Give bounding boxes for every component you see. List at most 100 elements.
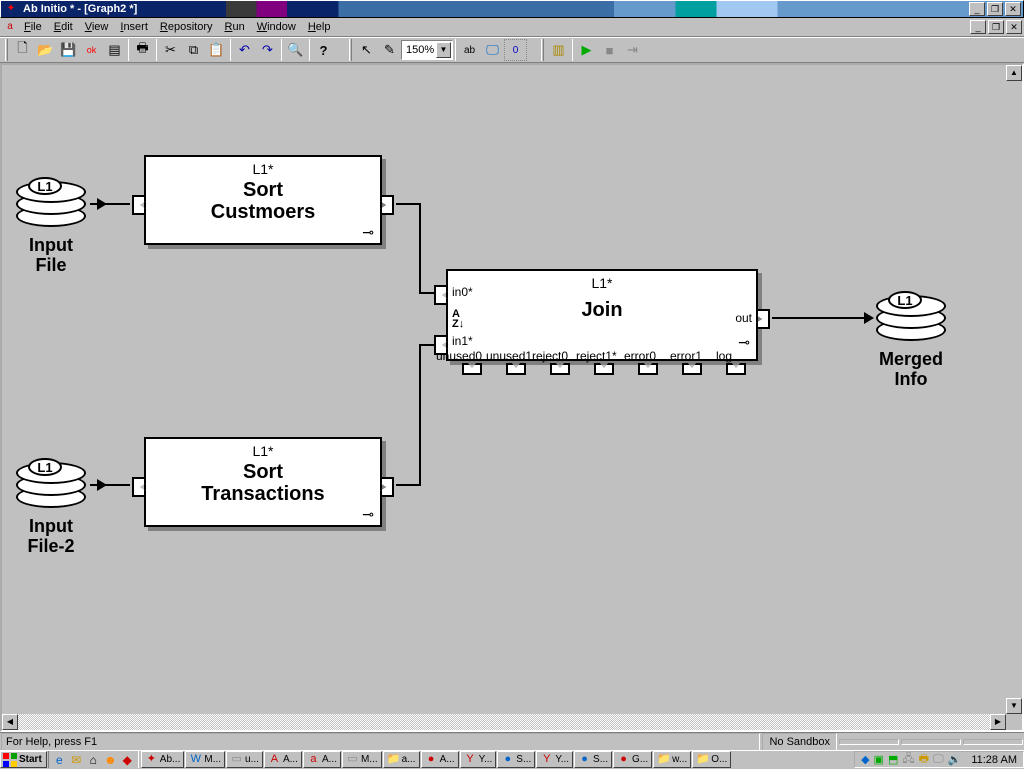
tb-check[interactable]: ok (80, 39, 103, 61)
scroll-down-button[interactable]: ▼ (1006, 698, 1022, 714)
ql-app-icon[interactable]: ☻ (102, 752, 119, 768)
port-label-in1: in1* (452, 334, 473, 348)
tb-help[interactable]: ? (312, 39, 335, 61)
task-button[interactable]: 📁O... (692, 751, 731, 768)
tb-cut[interactable]: ✂ (159, 39, 182, 61)
task-button[interactable]: 📁w... (653, 751, 691, 768)
mdi-icon: a (2, 19, 18, 35)
scroll-left-button[interactable]: ◀ (2, 714, 18, 730)
graph-canvas[interactable]: L1 Input File L1 Input File-2 (2, 65, 1006, 714)
task-button[interactable]: ▭u... (226, 751, 263, 768)
start-button[interactable]: Start (0, 751, 47, 768)
menu-run[interactable]: Run (219, 19, 251, 35)
maximize-button[interactable]: ❐ (987, 2, 1003, 16)
task-button[interactable]: ●S... (574, 751, 612, 768)
tb-print[interactable]: 🖶 (131, 39, 154, 61)
task-button[interactable]: 📁a... (383, 751, 420, 768)
tray-icon[interactable]: ⬒ (888, 753, 898, 766)
toolbar-grip[interactable] (5, 39, 8, 61)
task-button[interactable]: ▭M... (342, 751, 382, 768)
mdi-minimize-button[interactable]: _ (970, 20, 986, 34)
menu-edit[interactable]: Edit (48, 19, 79, 35)
menu-window[interactable]: Window (251, 19, 302, 35)
menu-file[interactable]: File (18, 19, 48, 35)
tb-stop[interactable]: ■ (598, 39, 621, 61)
ql-app-icon[interactable]: ◆ (119, 752, 136, 768)
node-sort-customers[interactable]: L1* Sort Custmoers ⊸ (144, 155, 382, 245)
tb-debug[interactable]: ⇥ (621, 39, 644, 61)
menu-view[interactable]: View (79, 19, 115, 35)
task-button[interactable]: ●G... (613, 751, 652, 768)
layer-label: L1* (252, 443, 273, 459)
mdi-restore-button[interactable]: ❐ (988, 20, 1004, 34)
tray-icon[interactable]: ◆ (861, 753, 869, 766)
node-title: Transactions (146, 483, 380, 505)
minimize-button[interactable]: _ (969, 2, 985, 16)
task-button[interactable]: YY... (460, 751, 497, 768)
tb-run[interactable]: ▶ (575, 39, 598, 61)
scroll-right-button[interactable]: ▶ (990, 714, 1006, 730)
arrow-icon (97, 198, 107, 210)
horizontal-scrollbar[interactable]: ◀ ▶ (2, 714, 1006, 730)
node-title: Join (448, 299, 756, 321)
node-merged-info[interactable]: L1 Merged Info (876, 293, 946, 389)
task-button[interactable]: ✦Ab... (141, 751, 185, 768)
tb-paste[interactable]: 📋 (205, 39, 228, 61)
menu-help[interactable]: Help (302, 19, 337, 35)
tb-text[interactable]: ab (458, 39, 481, 61)
tb-new[interactable]: 🗋 (11, 39, 34, 61)
tb-script[interactable]: ▥ (547, 39, 570, 61)
tb-wand[interactable]: ✎ (378, 39, 401, 61)
task-button[interactable]: YY... (536, 751, 573, 768)
tb-copy[interactable]: ⧉ (182, 39, 205, 61)
task-button[interactable]: ●S... (497, 751, 535, 768)
tray-clock[interactable]: 11:28 AM (965, 754, 1017, 766)
node-label: Input (16, 235, 86, 255)
layer-badge: L1 (28, 177, 62, 195)
tray-icon[interactable]: ▣ (874, 753, 884, 766)
node-join[interactable]: L1* Join in0* AZ↓ in1* out ⊸ unused0 unu… (446, 269, 758, 361)
tray-icon[interactable]: 🖧 (902, 750, 914, 769)
port-in-icon[interactable] (132, 195, 146, 215)
tray-volume-icon[interactable]: 🔊 (948, 753, 962, 766)
task-button[interactable]: aA... (303, 751, 341, 768)
node-label: Merged (876, 349, 946, 369)
tb-undo[interactable]: ↶ (233, 39, 256, 61)
task-button[interactable]: WM... (185, 751, 225, 768)
vertical-scrollbar[interactable]: ▲ ▼ (1006, 65, 1022, 714)
tray-icon[interactable]: 🖵 (933, 753, 944, 766)
node-input-file-2[interactable]: L1 Input File-2 (16, 460, 86, 556)
tb-redo[interactable]: ↷ (256, 39, 279, 61)
tb-props[interactable]: ▤ (103, 39, 126, 61)
task-button[interactable]: ●A... (421, 751, 459, 768)
toolbar-grip-3[interactable] (541, 39, 544, 61)
port-in-icon[interactable] (132, 477, 146, 497)
tb-number[interactable]: 0 (504, 39, 527, 61)
ql-desktop-icon[interactable]: ⌂ (85, 752, 102, 768)
tb-pointer[interactable]: ↖ (355, 39, 378, 61)
menu-insert[interactable]: Insert (114, 19, 154, 35)
tb-open[interactable]: 📂 (34, 39, 57, 61)
toolbar-grip-2[interactable] (349, 39, 352, 61)
tb-save[interactable]: 💾 (57, 39, 80, 61)
zoom-dropdown-button[interactable]: ▼ (436, 42, 451, 58)
menu-repository[interactable]: Repository (154, 19, 219, 35)
scroll-up-button[interactable]: ▲ (1006, 65, 1022, 81)
tray-icon[interactable]: 🖶 (919, 750, 929, 769)
mdi-close-button[interactable]: ✕ (1006, 20, 1022, 34)
statusbar: For Help, press F1 No Sandbox (0, 732, 1024, 750)
ql-outlook-icon[interactable]: ✉ (68, 752, 85, 768)
node-input-file[interactable]: L1 Input File (16, 179, 86, 275)
tb-monitor[interactable]: 🖵 (481, 39, 504, 61)
node-sort-transactions[interactable]: L1* Sort Transactions ⊸ (144, 437, 382, 527)
node-label: Input (16, 516, 86, 536)
port-label-unused0: unused0 (436, 349, 482, 363)
port-label-in0: in0* (452, 285, 473, 299)
zoom-combo[interactable]: 150% ▼ (401, 40, 453, 60)
tb-find[interactable]: 🔍 (284, 39, 307, 61)
port-in0-icon[interactable] (434, 285, 448, 305)
close-button[interactable]: ✕ (1005, 2, 1021, 16)
scroll-track[interactable] (18, 714, 990, 730)
task-button[interactable]: AA... (264, 751, 302, 768)
ql-ie-icon[interactable]: e (51, 752, 68, 768)
